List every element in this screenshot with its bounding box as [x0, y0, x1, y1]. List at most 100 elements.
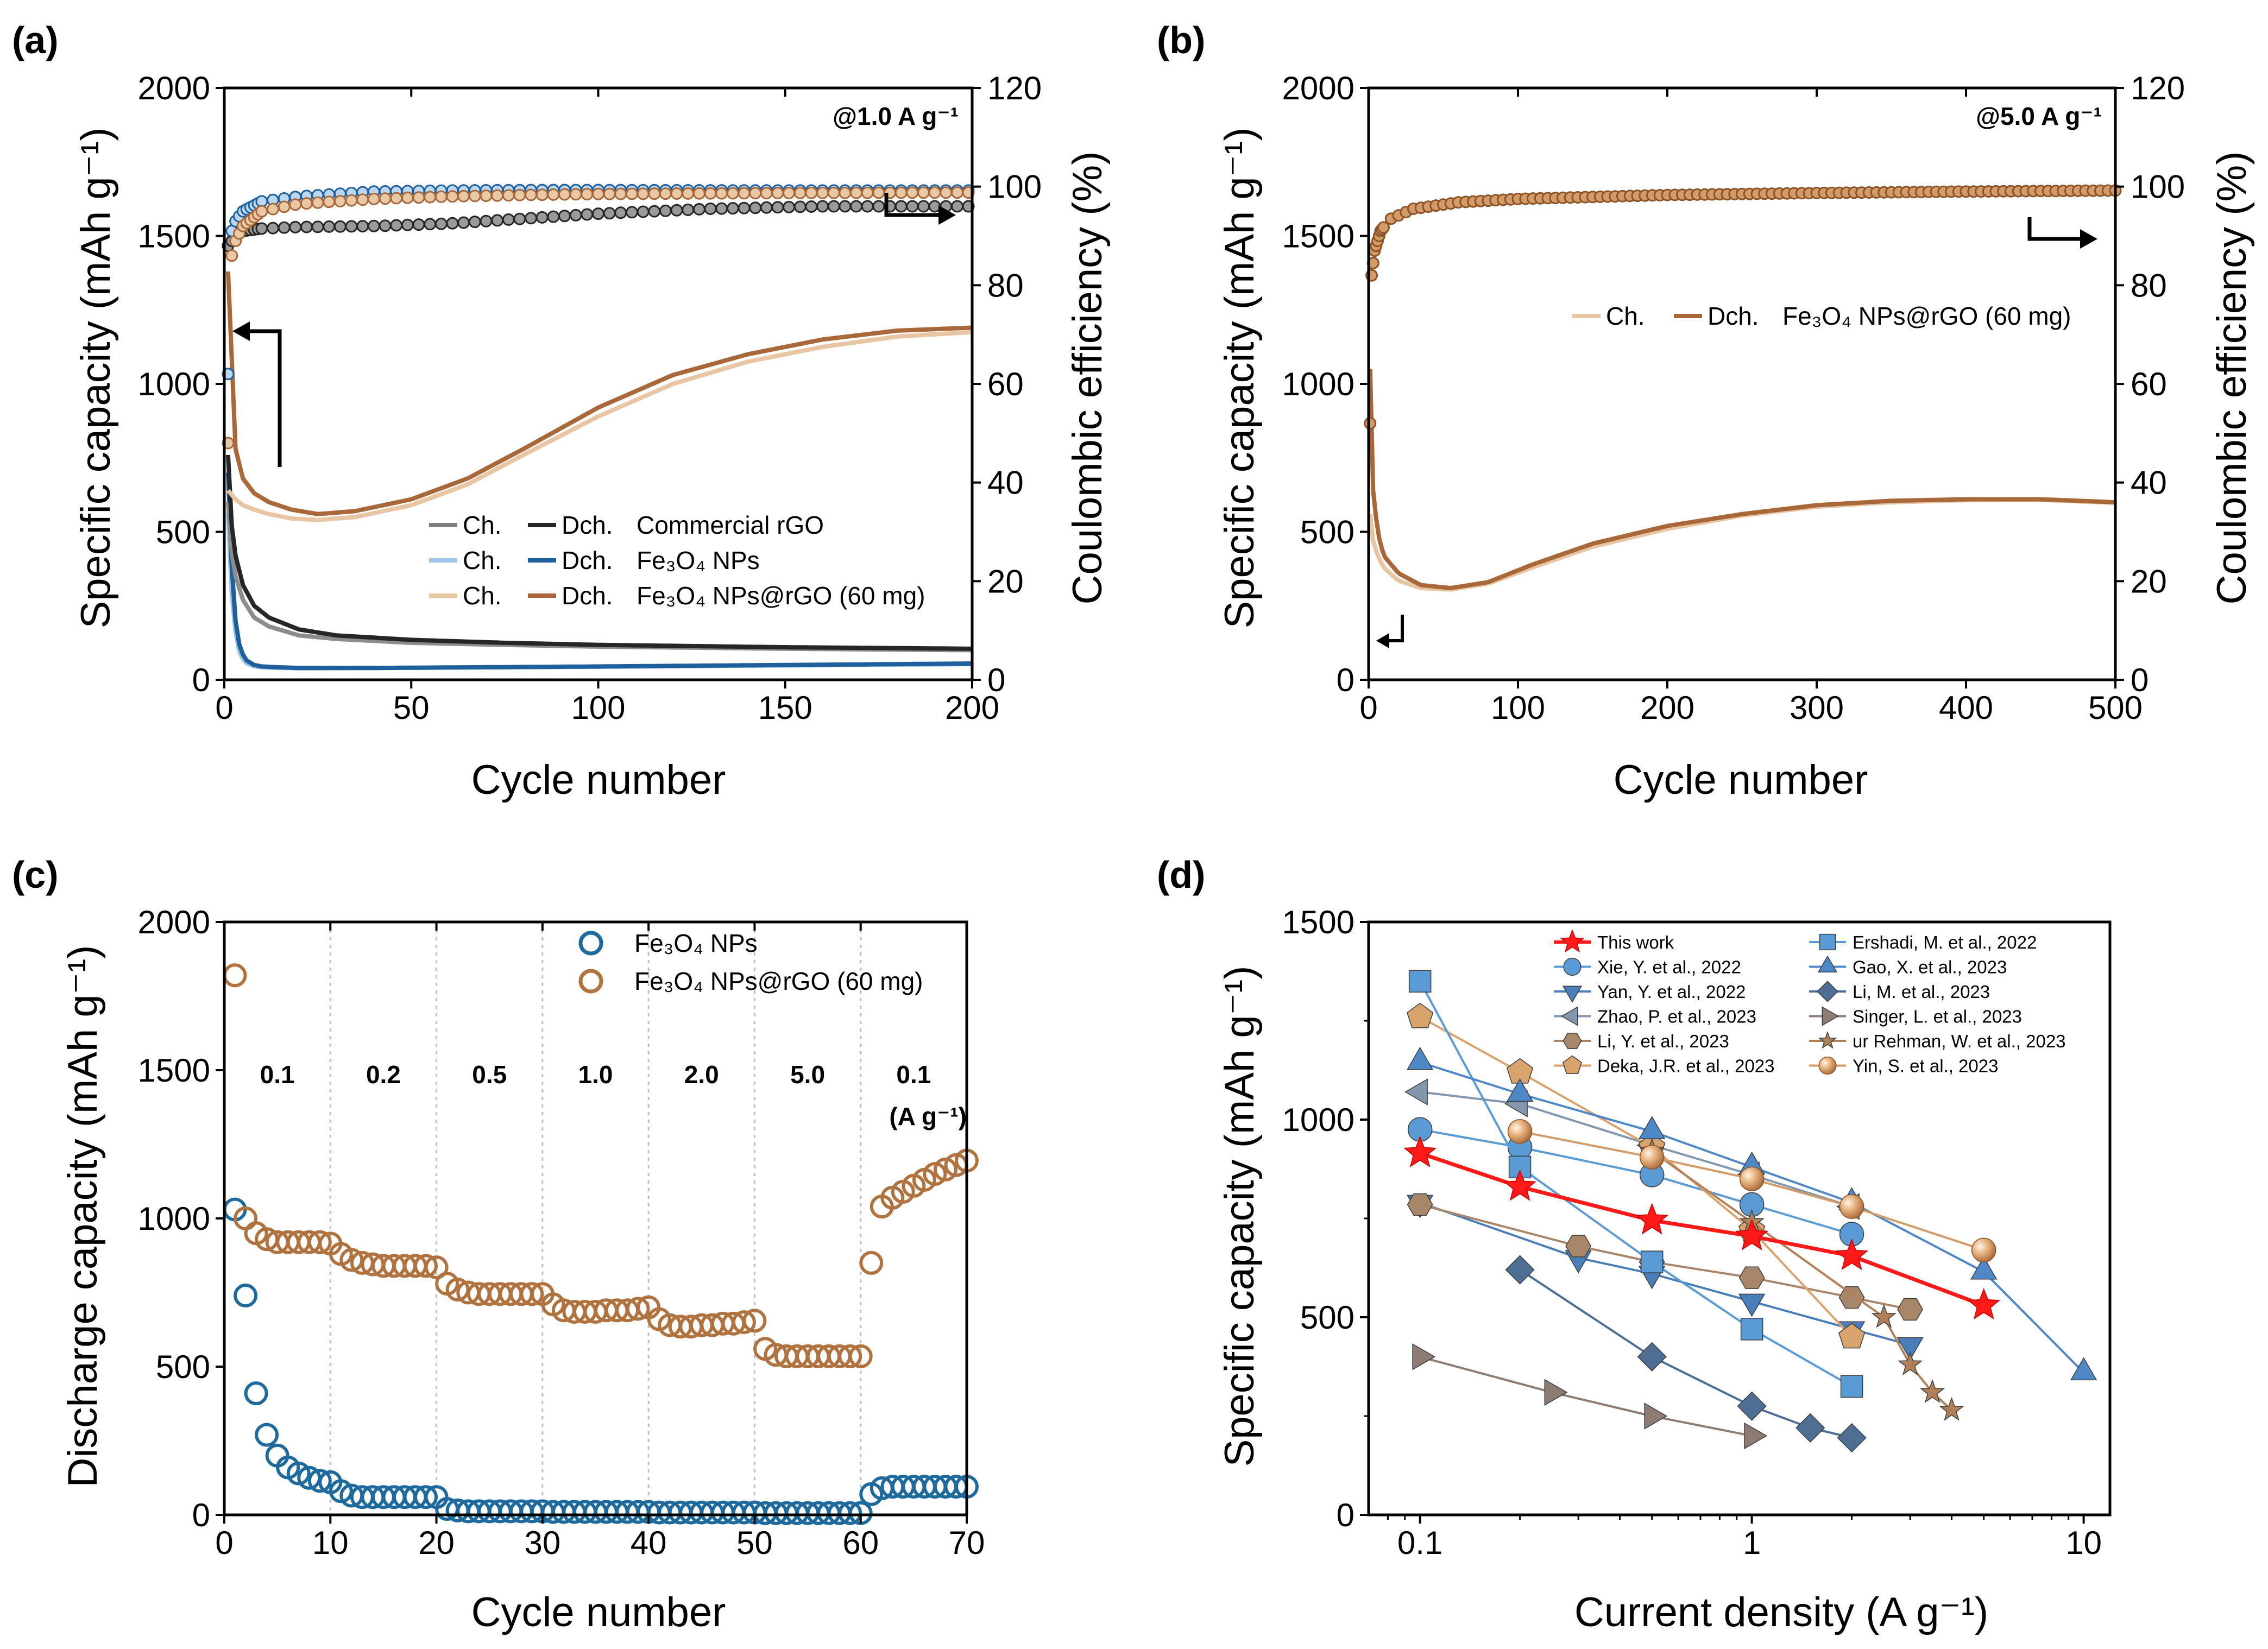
ce-point-fe3o4-rgo — [401, 191, 414, 204]
rate-label: 0.5 — [472, 1060, 507, 1089]
ce-point-fe3o4-rgo — [816, 186, 829, 199]
legend-entry-gao-x-et-al-2023: Gao, X. et al., 2023 — [1853, 957, 2007, 977]
ce-point-rgo — [670, 204, 683, 217]
y-tick-label: 500 — [156, 1349, 210, 1385]
y-tick-label: 500 — [1300, 514, 1354, 551]
panel-c-plot: 0.1 0.2 0.5 1.0 2.0 5.0 0.1 0 10 20 30 40 50 60 70 0 500… — [138, 904, 985, 1561]
ce-point-rgo — [715, 202, 728, 215]
ce-point-fe3o4-rgo — [749, 187, 762, 200]
ce-point-rgo — [704, 203, 717, 215]
legend-marker-li-m-et-al-2023 — [1817, 981, 1838, 1002]
ce-point-rgo — [771, 201, 784, 214]
ce-point-fe3o4-rgo — [951, 186, 963, 199]
ce-point-fe3o4-rgo — [894, 186, 908, 199]
ce-point-fe3o4-rgo — [1377, 221, 1390, 234]
data-point-fe3o4-nps-rgo — [424, 1255, 449, 1280]
legend-marker-ur-rehman-w-et-al-2023 — [1818, 1031, 1837, 1049]
ce-point-rgo — [861, 200, 874, 213]
legend-marker-deka-j-r-et-al-2023 — [1563, 1055, 1582, 1074]
y2-tick-label: 80 — [987, 267, 1024, 304]
ce-point-fe3o4-rgo — [345, 194, 358, 207]
legend-entry-singer-l-et-al-2023: Singer, L. et al., 2023 — [1853, 1007, 2022, 1027]
data-point-this-work — [1503, 1169, 1537, 1201]
ce-point-rgo — [502, 213, 515, 226]
rate-label: 0.1 — [260, 1060, 295, 1089]
panel-c-xlabel: Cycle number — [471, 1589, 726, 1635]
data-point-ur-rehman-w-et-al-2023 — [1919, 1379, 1945, 1403]
data-point-fe3o4-nps — [244, 1381, 268, 1406]
panel-c: (c) 0.1 0.2 0.5 1.0 2.0 5.0 0.1 0 10 20 30 40 50 60 70… — [12, 854, 985, 1635]
ce-point-rgo — [738, 201, 751, 214]
ce-point-fe3o4-rgo — [356, 193, 369, 206]
ce-point-fe3o4-rgo — [311, 196, 324, 209]
ce-point-rgo — [682, 203, 695, 216]
ce-point-rgo — [894, 200, 908, 213]
ce-point-fe3o4-rgo — [491, 189, 504, 202]
ce-point-fe3o4-rgo — [255, 205, 268, 218]
ce-point-fe3o4-rgo — [547, 188, 560, 201]
y-tick-label: 1500 — [1282, 218, 1354, 255]
legend-entry-ur-rehman-w-et-al-2023: ur Rehman, W. et al., 2023 — [1853, 1031, 2066, 1051]
ce-point-fe3o4-rgo — [1364, 417, 1377, 430]
panel-a: (a) 0 50 100 150 200050010001500200002040608… — [12, 19, 1111, 803]
legend-entry-li-m-et-al-2023: Li, M. et al., 2023 — [1853, 982, 1990, 1002]
x-tick-label: 20 — [418, 1525, 455, 1561]
ce-point-rgo — [536, 211, 549, 224]
x-tick-label: 30 — [524, 1525, 560, 1561]
ce-point-fe3o4-rgo — [323, 195, 336, 209]
data-point-fe3o4-nps-rgo — [848, 1344, 873, 1368]
data-point-yin-s-et-al-2023 — [1839, 1194, 1864, 1219]
legend-entry-commercial-rgo: Commercial rGO — [637, 511, 824, 539]
legend-entry-ershadi-m-et-al-2022: Ershadi, M. et al., 2022 — [1853, 932, 2037, 952]
x-tick-label: 100 — [571, 690, 625, 726]
ce-point-rgo — [468, 216, 481, 229]
series-line-li-y-et-al-2023 — [1420, 1203, 1911, 1311]
data-point-fe3o4-nps — [307, 1469, 332, 1493]
data-point-gao-x-et-al-2023 — [1506, 1078, 1534, 1102]
panel-b: (b) 0 100 200 300 400 50005001000150020000204… — [1157, 19, 2255, 803]
legend-marker-ershadi-m-et-al-2022 — [1819, 933, 1836, 951]
arrow-head-icon — [938, 205, 956, 225]
ce-point-fe3o4-rgo — [536, 188, 549, 201]
y2-tick-label: 60 — [987, 366, 1024, 402]
ce-point-rgo — [760, 201, 773, 214]
ce-point-rgo — [558, 210, 571, 223]
data-point-yin-s-et-al-2023 — [1639, 1145, 1665, 1170]
ce-point-rgo — [592, 207, 604, 220]
y2-tick-label: 40 — [987, 465, 1024, 501]
ce-point-fe3o4-rgo — [771, 187, 784, 199]
ce-point-fe3o4-rgo — [715, 187, 728, 200]
panel-c-ylabel: Discharge capacity (mAh g⁻¹) — [60, 945, 106, 1488]
legend-marker-fe3o4-nps — [578, 931, 603, 956]
ce-point-rgo — [648, 205, 661, 218]
ce-point-rgo — [525, 212, 538, 225]
ce-point-rgo — [581, 208, 594, 221]
ce-point-fe3o4-rgo — [692, 187, 705, 200]
ce-point-fe3o4-rgo — [457, 189, 470, 203]
ce-point-fe3o4-rgo — [805, 186, 818, 199]
y-tick-label: 1500 — [138, 1052, 210, 1089]
data-point-fe3o4-nps — [838, 1501, 862, 1525]
legend-entry-fe3o4-nps-rgo: Fe₃O₄ NPs@rGO (60 mg) — [634, 967, 923, 995]
data-point-ur-rehman-w-et-al-2023 — [1939, 1397, 1964, 1421]
ce-point-rgo — [749, 201, 762, 214]
ce-point-rgo — [872, 200, 885, 213]
x-tick-label: 150 — [758, 690, 812, 726]
ce-point-rgo — [311, 220, 324, 233]
legend-marker-fe3o4-nps-rgo — [578, 969, 603, 994]
data-point-ershadi-m-et-al-2022 — [1640, 1250, 1664, 1273]
x-tick-label: 500 — [2088, 690, 2143, 726]
data-point-fe3o4-nps-rgo — [223, 963, 247, 988]
legend-marker-li-y-et-al-2023 — [1563, 1032, 1582, 1050]
data-point-fe3o4-nps-rgo — [923, 1162, 947, 1186]
x-tick-label: 200 — [945, 690, 999, 726]
ce-point-rgo — [401, 218, 414, 231]
data-point-ershadi-m-et-al-2022 — [1840, 1375, 1863, 1398]
data-point-this-work — [1403, 1135, 1437, 1167]
legend-entry-xie-y-et-al-2022: Xie, Y. et al., 2022 — [1597, 957, 1741, 977]
ce-point-rgo — [827, 200, 840, 213]
legend-entry-fe3o4-nps: Fe₃O₄ NPs — [637, 546, 760, 574]
ce-point-fe3o4-rgo — [682, 187, 695, 200]
x-tick-label: 50 — [393, 690, 430, 726]
ce-point-rgo — [839, 200, 852, 213]
